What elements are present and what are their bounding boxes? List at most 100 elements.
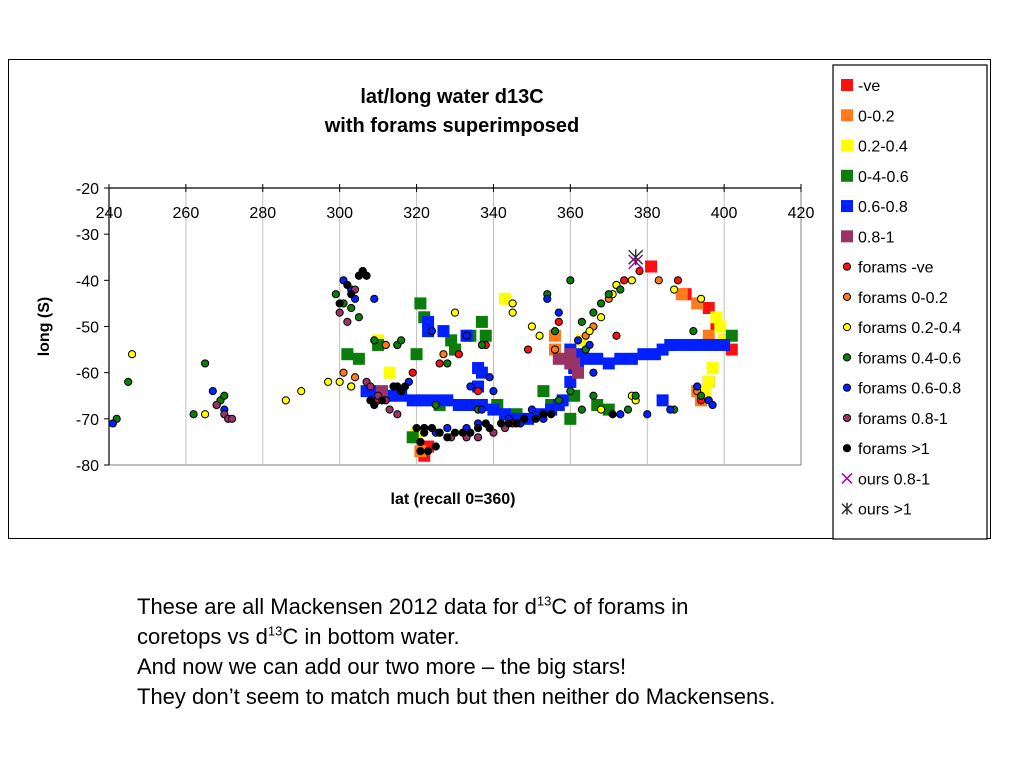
data-point	[475, 315, 488, 328]
data-point	[350, 373, 360, 382]
data-point	[435, 428, 444, 437]
data-point	[620, 276, 629, 285]
legend-marker	[842, 353, 852, 362]
data-point	[520, 414, 529, 423]
series-0-8-1-5	[375, 348, 585, 398]
y-tick-label--70: -70	[76, 412, 99, 429]
data-point	[623, 405, 633, 414]
legend-label: forams >1	[858, 441, 930, 458]
data-point	[708, 400, 717, 410]
data-point	[572, 366, 585, 379]
data-point	[566, 276, 575, 285]
legend-marker	[841, 169, 853, 182]
y-axis-title: long (S)	[36, 297, 53, 357]
data-point	[201, 410, 210, 419]
data-point	[527, 322, 536, 331]
data-point	[635, 267, 644, 276]
data-point	[335, 377, 344, 386]
data-point	[508, 299, 517, 308]
legend-label: forams 0.8-1	[858, 411, 948, 428]
data-point	[625, 352, 638, 365]
data-point	[589, 308, 598, 317]
data-point	[614, 352, 627, 365]
data-point	[420, 423, 429, 433]
data-point	[208, 387, 217, 396]
data-point	[427, 423, 437, 433]
data-point	[485, 373, 494, 382]
data-point	[710, 311, 723, 324]
data-point	[564, 412, 577, 425]
legend-marker	[842, 413, 852, 423]
data-point	[431, 442, 440, 451]
data-point	[347, 290, 356, 299]
data-point	[475, 366, 488, 379]
legend-label: forams 0-0.2	[858, 290, 948, 307]
data-point	[596, 299, 606, 308]
data-point	[347, 303, 356, 313]
data-point	[466, 428, 475, 437]
data-point	[527, 405, 536, 414]
legend-label: 0.2-0.4	[858, 139, 908, 156]
data-point	[683, 338, 696, 351]
data-point	[498, 292, 511, 305]
data-point	[439, 350, 448, 359]
data-point	[443, 433, 452, 442]
data-point	[689, 327, 698, 336]
data-point	[654, 276, 663, 285]
data-point	[431, 400, 440, 410]
data-point	[564, 375, 577, 388]
data-point	[124, 377, 133, 386]
data-point	[714, 320, 727, 333]
caption-line-3: And now we can add our two more – the bi…	[137, 654, 627, 679]
data-point	[212, 400, 221, 410]
data-point	[377, 396, 387, 405]
y-tick-label--40: -40	[76, 273, 99, 290]
data-point	[406, 431, 419, 444]
data-point	[596, 405, 606, 414]
data-point	[227, 414, 237, 423]
legend-label: 0-4-0.6	[858, 169, 909, 186]
data-point	[616, 285, 625, 294]
data-point	[543, 294, 552, 303]
x-tick-label-360: 360	[557, 205, 584, 222]
data-point	[508, 308, 517, 317]
data-point	[604, 290, 613, 299]
legend-marker	[841, 502, 853, 515]
legend-marker	[841, 109, 853, 122]
caption-line-2-sup: 13	[267, 623, 283, 639]
data-point	[504, 419, 513, 428]
data-point	[702, 375, 715, 388]
data-point	[450, 308, 460, 317]
y-tick-label--30: -30	[76, 227, 99, 244]
data-point	[547, 410, 556, 419]
data-point	[564, 348, 577, 361]
legend-marker	[842, 323, 852, 332]
data-point	[108, 419, 117, 428]
data-point	[416, 437, 425, 447]
caption-line-1-sup: 13	[536, 593, 552, 609]
data-point	[435, 359, 444, 368]
data-point	[473, 387, 483, 396]
data-point	[631, 391, 640, 400]
data-point	[477, 405, 487, 414]
data-point	[706, 362, 719, 375]
data-point	[189, 410, 198, 419]
legend-marker	[841, 200, 853, 213]
data-point	[537, 385, 550, 398]
x-tick-label-320: 320	[403, 205, 430, 222]
legend-marker	[842, 262, 852, 271]
data-point	[671, 338, 684, 351]
data-point	[443, 423, 452, 433]
data-point	[443, 359, 452, 368]
legend-label: ours 0.8-1	[858, 471, 930, 488]
legend-label: forams -ve	[858, 260, 934, 277]
data-point	[412, 423, 421, 433]
data-point	[324, 377, 333, 386]
data-point	[416, 447, 425, 456]
plot-area	[108, 187, 802, 466]
x-tick-label-420: 420	[788, 205, 815, 222]
data-point	[427, 327, 437, 336]
data-point	[670, 285, 679, 294]
data-point	[554, 317, 563, 326]
data-point	[702, 302, 715, 315]
